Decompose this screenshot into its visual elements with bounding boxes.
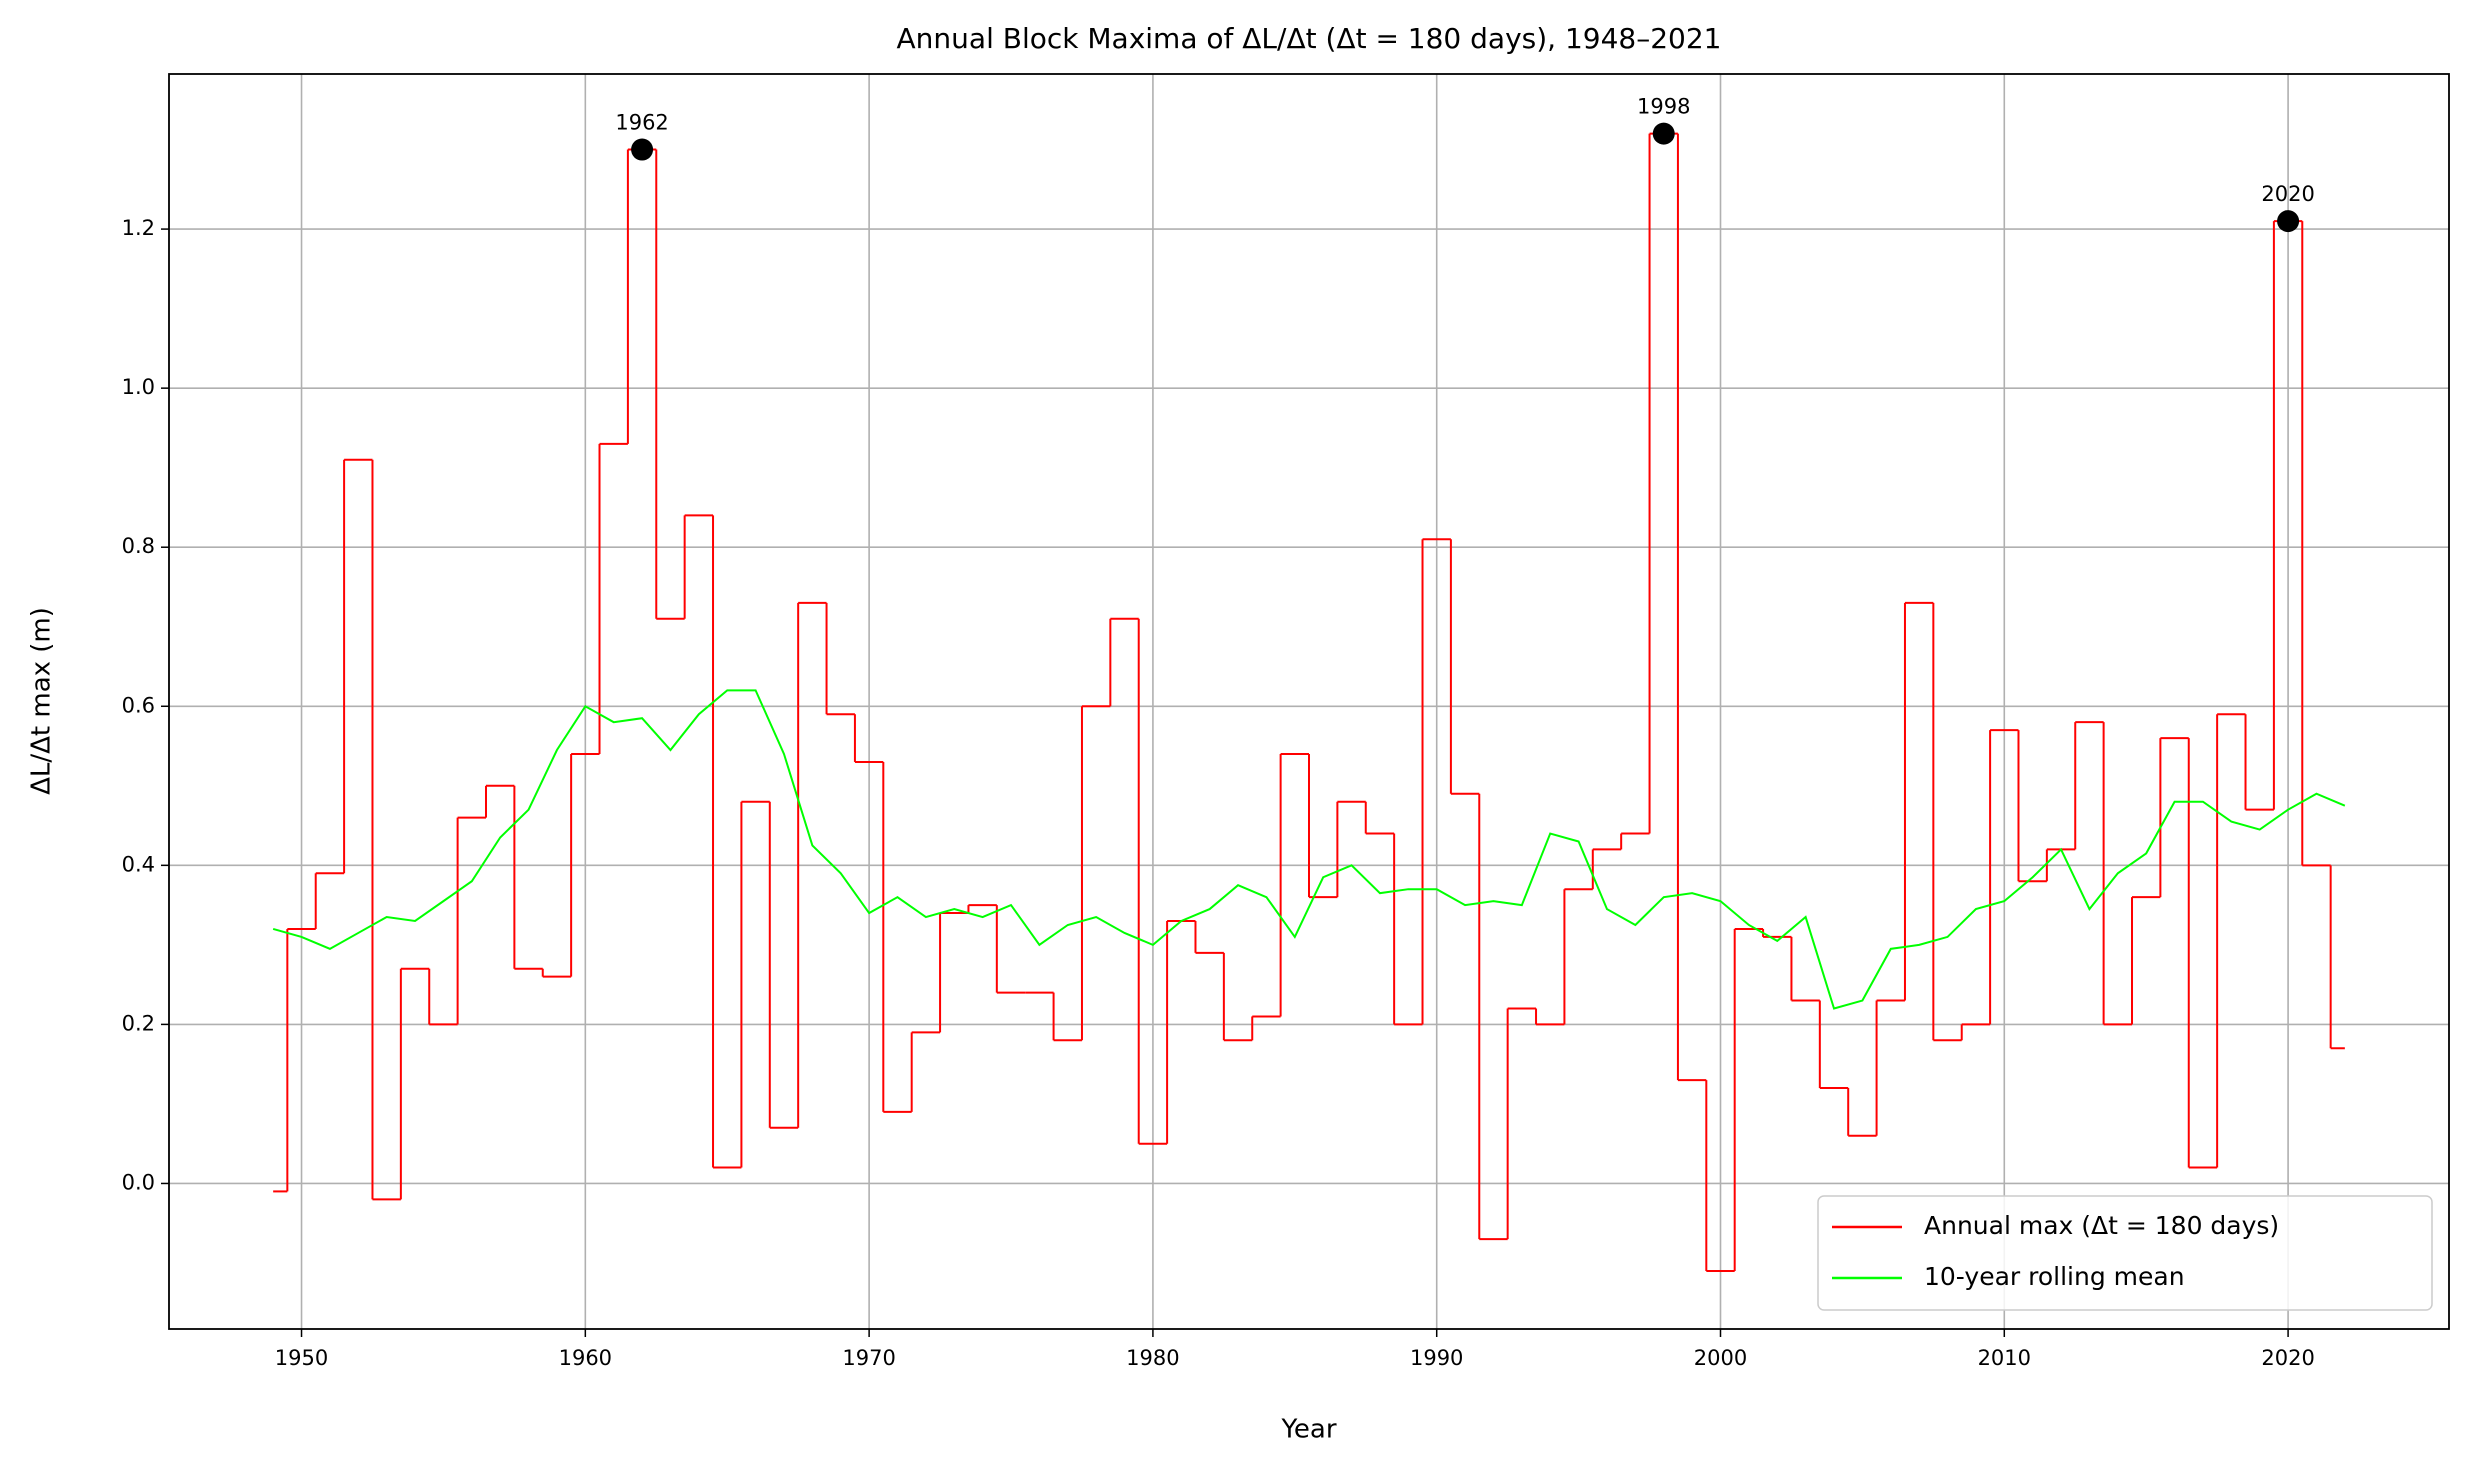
x-tick-label: 1970 [842, 1346, 895, 1370]
peak-marker [1652, 122, 1675, 145]
x-tick-label: 1960 [559, 1346, 612, 1370]
y-tick-label: 0.6 [122, 693, 155, 717]
y-tick-label: 0.0 [122, 1170, 155, 1194]
x-tick-label: 2000 [1694, 1346, 1747, 1370]
peak-marker [631, 138, 654, 161]
peak-label: 2020 [2261, 182, 2314, 206]
plot-frame [168, 73, 2450, 1330]
x-axis-label: Year [1280, 1415, 1336, 1445]
y-tick-label: 1.0 [122, 375, 155, 399]
y-axis-label: ΔL/Δt max (m) [27, 607, 57, 795]
x-tick-label: 2010 [1978, 1346, 2031, 1370]
legend-box [1817, 1195, 2433, 1311]
line-series [272, 689, 2346, 1010]
peak-marker [2277, 210, 2300, 233]
peak-label: 1962 [615, 111, 668, 135]
x-tick-label: 1980 [1126, 1346, 1179, 1370]
x-tick-label: 1990 [1410, 1346, 1463, 1370]
y-tick-label: 0.2 [122, 1011, 155, 1035]
legend-label: Annual max (Δt = 180 days) [1924, 1211, 2279, 1240]
y-tick-label: 0.4 [122, 852, 155, 876]
chart-title: Annual Block Maxima of ΔL/Δt (Δt = 180 d… [897, 22, 1722, 55]
y-tick-label: 1.2 [122, 216, 155, 240]
x-tick-label: 1950 [275, 1346, 328, 1370]
legend: Annual max (Δt = 180 days) 10-year rollin… [1817, 1195, 2433, 1311]
y-tick-label: 0.8 [122, 534, 155, 558]
legend-label: 10-year rolling mean [1924, 1262, 2185, 1291]
peak-label: 1998 [1637, 95, 1690, 119]
x-tick-label: 2020 [2261, 1346, 2314, 1370]
